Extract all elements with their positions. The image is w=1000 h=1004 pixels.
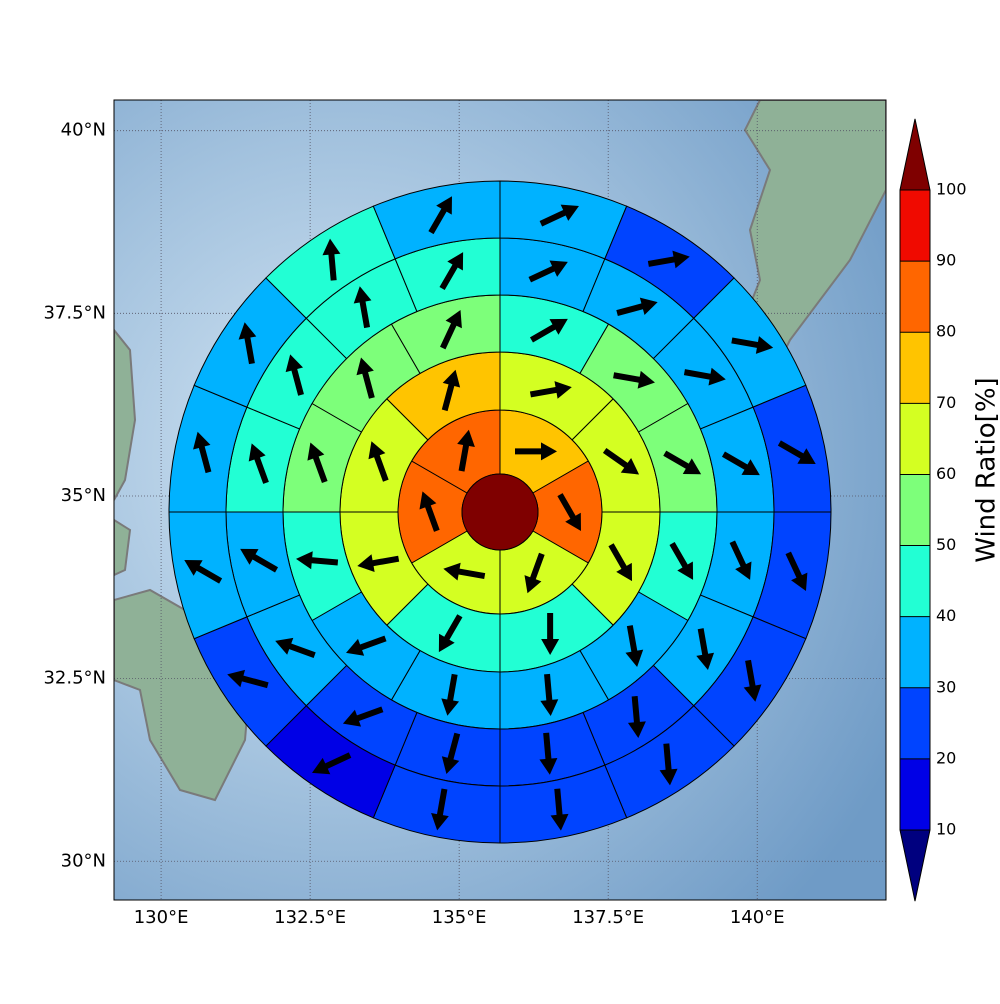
colorbar-tick-label: 40 (936, 606, 956, 625)
colorbar: 10 20 30 40 50 60 70 80 90 100 (900, 119, 967, 901)
colorbar-bin (900, 403, 930, 474)
colorbar-tick-label: 60 (936, 464, 956, 483)
colorbar-tick-label: 50 (936, 535, 956, 554)
x-tick-label: 130°E (134, 907, 189, 928)
colorbar-tick-label: 10 (936, 820, 956, 839)
y-tick-label: 35°N (61, 485, 106, 506)
colorbar-tick-label: 20 (936, 748, 956, 767)
colorbar-bin (900, 261, 930, 332)
colorbar-bin (900, 546, 930, 617)
y-tick-label: 40°N (61, 120, 106, 141)
colorbar-label: Wind Ratio[%] (972, 377, 1000, 562)
colorbar-bin (900, 190, 930, 261)
colorbar-bin (900, 332, 930, 403)
x-tick-label: 135°E (432, 907, 487, 928)
x-tick-label: 132.5°E (274, 907, 346, 928)
colorbar-bin (900, 617, 930, 688)
colorbar-extend-low (900, 830, 930, 901)
y-tick-label: 30°N (61, 850, 106, 871)
colorbar-tick-label: 70 (936, 393, 956, 412)
colorbar-tick-label: 90 (936, 251, 956, 270)
x-tick-label: 140°E (730, 907, 785, 928)
y-tick-label: 37.5°N (43, 302, 106, 323)
x-tick-label: 137.5°E (572, 907, 644, 928)
colorbar-tick-label: 80 (936, 322, 956, 341)
sectors (169, 181, 831, 843)
colorbar-bin (900, 759, 930, 830)
colorbar-tick-label: 100 (936, 180, 967, 199)
y-tick-label: 32.5°N (43, 668, 106, 689)
center-cell (462, 474, 538, 550)
colorbar-extend-high (900, 119, 930, 190)
colorbar-tick-label: 30 (936, 677, 956, 696)
colorbar-bin (900, 688, 930, 759)
colorbar-bin (900, 474, 930, 545)
